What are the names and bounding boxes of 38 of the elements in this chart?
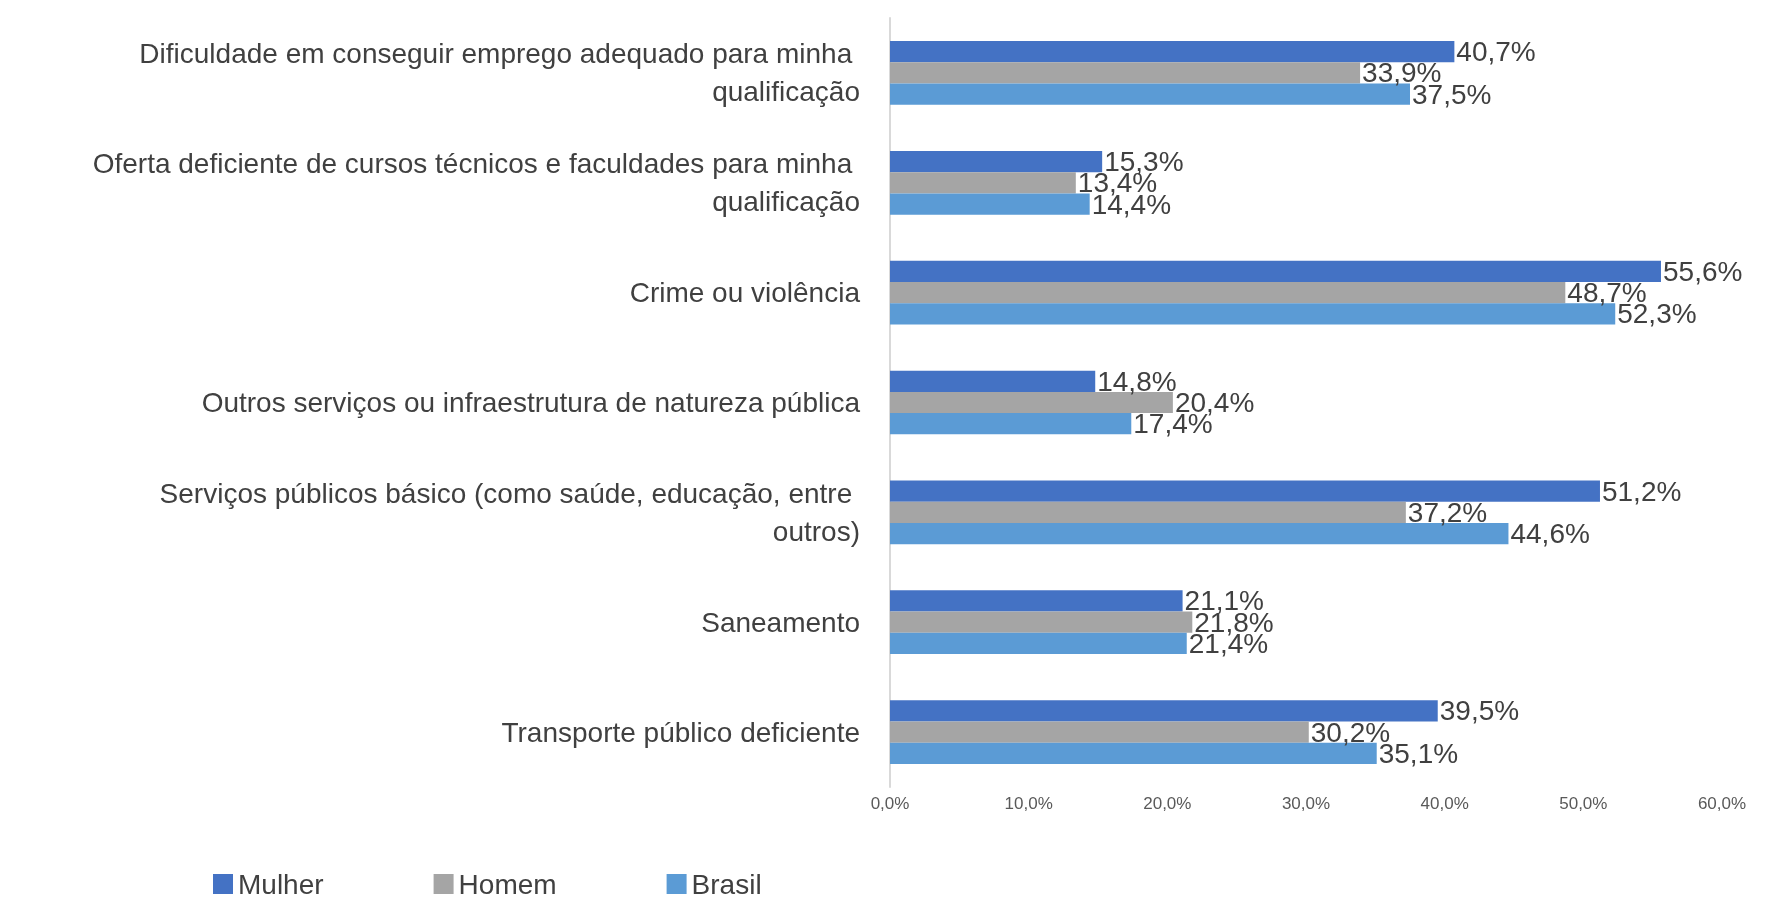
bar [890, 501, 1406, 523]
y-tick-label: Transporte público deficiente [501, 716, 860, 748]
y-tick-label: Outros serviços ou infraestrutura de natureza pública [201, 387, 861, 418]
y-tick-label: Serviços públicos básico (como saúde, educação, entre outros) [159, 477, 860, 547]
data-label: 55,6% [1662, 255, 1743, 287]
y-tick-label: Saneamento [701, 606, 860, 638]
bar [890, 62, 1361, 84]
y-tick-label: Oferta deficiente de cursos técnicos e faculdades para minha qualificação [92, 148, 860, 218]
legend-label: Homem [458, 868, 557, 900]
data-label: 37,2% [1407, 496, 1488, 528]
bar [890, 172, 1076, 194]
y-tick-label: Crime ou violência [629, 277, 861, 309]
bar [890, 413, 1132, 435]
data-label: 51,2% [1601, 475, 1682, 507]
bar [890, 150, 1103, 173]
bar [890, 590, 1183, 612]
data-label: 14,8% [1097, 365, 1177, 397]
data-label: 39,5% [1439, 695, 1520, 727]
bar [890, 260, 1661, 283]
legend-label: Mulher [238, 868, 324, 900]
bar [890, 370, 1096, 392]
data-label: 44,6% [1510, 518, 1590, 550]
bar [890, 700, 1438, 722]
bar [890, 282, 1566, 304]
x-tick-label: 30,0% [1281, 794, 1331, 813]
x-tick-label: 20,0% [1143, 794, 1192, 813]
x-tick-label: 60,0% [1697, 794, 1747, 813]
x-tick-label: 10,0% [1004, 794, 1053, 813]
bar [890, 480, 1600, 502]
legend-label: Brasil [691, 868, 762, 900]
y-tick-label: Dificuldade em conseguir emprego adequado para minha qualificação [139, 38, 860, 108]
bar [890, 41, 1455, 63]
bar [890, 721, 1309, 743]
x-tick-label: 40,0% [1420, 794, 1469, 813]
x-tick-label: 0,0% [870, 794, 910, 813]
data-label: 40,7% [1456, 36, 1536, 68]
bar [890, 632, 1187, 655]
x-tick-label: 50,0% [1559, 794, 1608, 813]
